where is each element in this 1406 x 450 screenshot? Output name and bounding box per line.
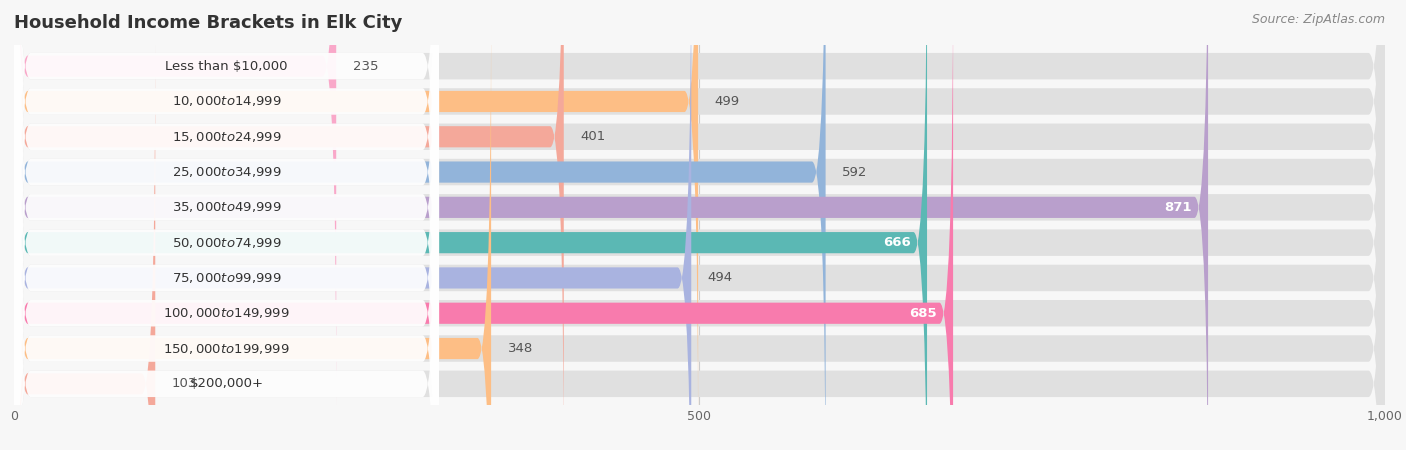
FancyBboxPatch shape <box>14 41 155 450</box>
FancyBboxPatch shape <box>14 0 1385 450</box>
Text: 401: 401 <box>581 130 606 143</box>
Text: 592: 592 <box>842 166 868 179</box>
FancyBboxPatch shape <box>14 0 439 450</box>
Text: $50,000 to $74,999: $50,000 to $74,999 <box>172 236 281 250</box>
Text: $200,000+: $200,000+ <box>190 377 263 390</box>
FancyBboxPatch shape <box>14 0 953 450</box>
FancyBboxPatch shape <box>14 0 927 450</box>
FancyBboxPatch shape <box>14 0 439 450</box>
Text: 235: 235 <box>353 60 378 73</box>
FancyBboxPatch shape <box>14 0 439 450</box>
FancyBboxPatch shape <box>14 0 1385 450</box>
Text: $150,000 to $199,999: $150,000 to $199,999 <box>163 342 290 356</box>
FancyBboxPatch shape <box>14 0 439 450</box>
FancyBboxPatch shape <box>14 0 439 450</box>
FancyBboxPatch shape <box>14 0 825 450</box>
FancyBboxPatch shape <box>14 0 1208 450</box>
FancyBboxPatch shape <box>14 0 439 450</box>
Text: 348: 348 <box>508 342 533 355</box>
FancyBboxPatch shape <box>14 6 491 450</box>
FancyBboxPatch shape <box>14 0 1385 450</box>
FancyBboxPatch shape <box>14 0 1385 450</box>
Text: $10,000 to $14,999: $10,000 to $14,999 <box>172 94 281 108</box>
Text: 494: 494 <box>707 271 733 284</box>
Text: $35,000 to $49,999: $35,000 to $49,999 <box>172 200 281 214</box>
Text: 666: 666 <box>883 236 911 249</box>
FancyBboxPatch shape <box>14 0 1385 450</box>
Text: 103: 103 <box>172 377 197 390</box>
FancyBboxPatch shape <box>14 0 439 450</box>
FancyBboxPatch shape <box>14 0 699 444</box>
Text: 871: 871 <box>1164 201 1192 214</box>
FancyBboxPatch shape <box>14 0 692 450</box>
Text: 499: 499 <box>714 95 740 108</box>
FancyBboxPatch shape <box>14 0 1385 450</box>
FancyBboxPatch shape <box>14 0 439 450</box>
Text: $15,000 to $24,999: $15,000 to $24,999 <box>172 130 281 144</box>
Text: Less than $10,000: Less than $10,000 <box>166 60 288 73</box>
FancyBboxPatch shape <box>14 0 439 450</box>
FancyBboxPatch shape <box>14 0 439 450</box>
FancyBboxPatch shape <box>14 0 1385 450</box>
FancyBboxPatch shape <box>14 0 1385 450</box>
Text: $25,000 to $34,999: $25,000 to $34,999 <box>172 165 281 179</box>
Text: 685: 685 <box>910 307 936 320</box>
FancyBboxPatch shape <box>14 0 1385 450</box>
Text: $75,000 to $99,999: $75,000 to $99,999 <box>172 271 281 285</box>
Text: Household Income Brackets in Elk City: Household Income Brackets in Elk City <box>14 14 402 32</box>
FancyBboxPatch shape <box>14 0 564 450</box>
Text: $100,000 to $149,999: $100,000 to $149,999 <box>163 306 290 320</box>
FancyBboxPatch shape <box>14 0 336 409</box>
FancyBboxPatch shape <box>14 0 1385 450</box>
Text: Source: ZipAtlas.com: Source: ZipAtlas.com <box>1251 14 1385 27</box>
